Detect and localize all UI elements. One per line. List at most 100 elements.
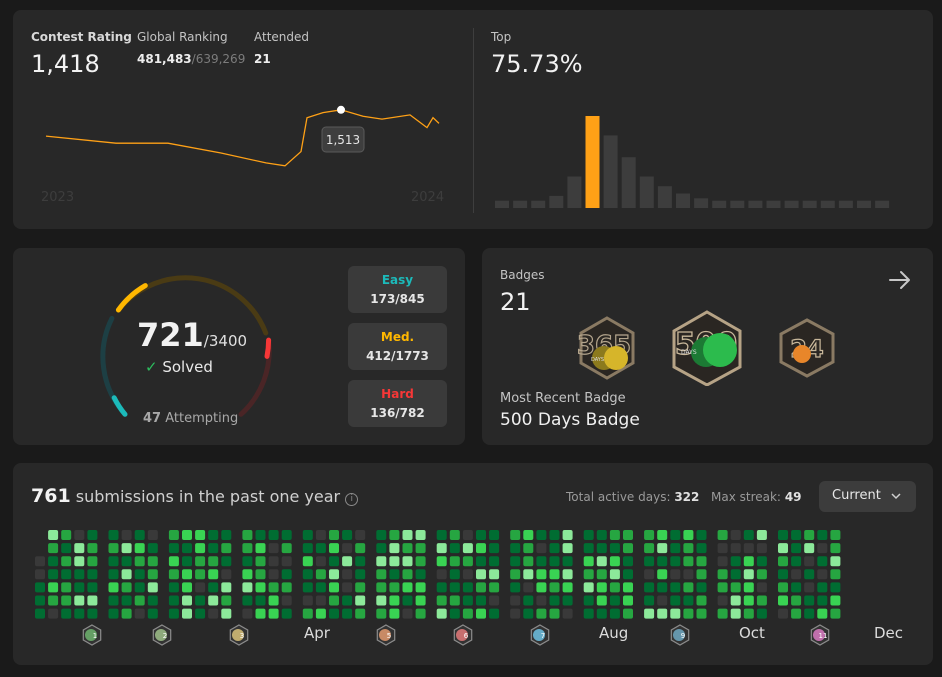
heatmap-cell [562, 543, 573, 554]
submission-heatmap[interactable]: 1 2 3 5 6 7 9 11 [13, 463, 933, 665]
heatmap-cell [523, 556, 534, 567]
heatmap-cell [342, 582, 353, 593]
heatmap-cell [596, 543, 607, 554]
heatmap-cell [583, 543, 594, 554]
year-range-select[interactable]: Current [819, 481, 916, 512]
365-days-badge-icon[interactable]: 365 DAYS [576, 316, 638, 380]
heatmap-cell [108, 530, 119, 540]
heatmap-cell [609, 595, 620, 606]
heatmap-cell [315, 543, 326, 554]
heatmap-cell [315, 608, 326, 619]
heatmap-cell [389, 608, 400, 619]
heatmap-cell [221, 556, 232, 567]
easy-label: Easy [381, 273, 414, 287]
heatmap-cell [415, 595, 426, 606]
heatmap-cell [644, 582, 655, 593]
hard-stat-box[interactable]: Hard 136/782 [348, 380, 447, 427]
heatmap-cell [817, 582, 828, 593]
heatmap-cell [268, 530, 279, 540]
heatmap-cell [549, 530, 560, 540]
top-percent-label: Top [491, 30, 512, 44]
hard-value: 136/782 [370, 406, 425, 420]
heatmap-cell [449, 569, 460, 580]
distribution-bar [657, 186, 672, 208]
heatmap-cell [355, 556, 366, 567]
heatmap-cell [489, 543, 500, 554]
heatmap-cell [147, 595, 158, 606]
500-days-badge-icon[interactable]: 500 DAYS [670, 310, 744, 386]
heatmap-cell [778, 608, 788, 619]
month-badge-number: 7 [541, 632, 545, 640]
month-label-aug: Aug [599, 624, 629, 642]
heatmap-cell [462, 608, 473, 619]
heatmap-cell [134, 556, 145, 567]
heatmap-cell [61, 543, 72, 554]
heatmap-cell [121, 595, 132, 606]
heatmap-cell [268, 543, 279, 554]
heatmap-cell [182, 582, 192, 593]
solved-count: 721/3400 [137, 316, 247, 354]
heatmap-cell [242, 543, 253, 554]
contest-rating-card: Contest Rating 1,418 Global Ranking 481,… [13, 10, 933, 229]
heatmap-cell [302, 530, 313, 540]
heatmap-cell [402, 608, 413, 619]
heatmap-cell [436, 556, 447, 567]
distribution-bar [766, 200, 781, 208]
heatmap-cell [302, 608, 313, 619]
heatmap-cell [623, 582, 633, 593]
rating-history-chart[interactable]: 2023 2024 1,513 [13, 10, 473, 229]
info-icon[interactable]: i [345, 493, 359, 506]
arrow-right-icon[interactable] [887, 268, 913, 292]
heatmap-cell [61, 569, 72, 580]
heatmap-cell [61, 556, 72, 567]
heatmap-cell [402, 530, 413, 540]
heatmap-cell [281, 582, 292, 593]
heatmap-cell [817, 569, 828, 580]
heatmap-cell [510, 595, 521, 606]
heatmap-cell [523, 569, 534, 580]
rating-distribution-chart[interactable] [491, 100, 911, 210]
heatmap-cell [778, 569, 788, 580]
heatmap-cell [644, 530, 655, 540]
distribution-bar [495, 200, 509, 208]
heatmap-cell [449, 543, 460, 554]
heatmap-cell [791, 595, 802, 606]
heatmap-cell [376, 569, 387, 580]
heatmap-cell [255, 582, 266, 593]
heatmap-cell [182, 543, 192, 554]
heatmap-cell [462, 543, 473, 554]
heatmap-cell [756, 556, 767, 567]
heatmap-cell [623, 608, 633, 619]
heatmap-cell [609, 556, 620, 567]
medium-value: 412/1773 [366, 349, 429, 363]
heatmap-cell [281, 595, 292, 606]
heatmap-cell [683, 582, 694, 593]
heatmap-cell [476, 530, 486, 540]
heatmap-cell [121, 608, 132, 619]
heatmap-cell [536, 530, 547, 540]
heatmap-cell [208, 543, 219, 554]
distribution-bar [639, 176, 654, 208]
heatmap-cell [717, 608, 728, 619]
solved-status: ✓ Solved [145, 358, 213, 376]
heatmap-cell [242, 569, 253, 580]
medium-stat-box[interactable]: Med. 412/1773 [348, 323, 447, 370]
heatmap-cell [562, 556, 573, 567]
distribution-bar [857, 200, 871, 208]
heatmap-cell [355, 530, 366, 540]
heatmap-cell [436, 569, 447, 580]
heatmap-cell [74, 569, 85, 580]
heatmap-cell [657, 569, 668, 580]
heatmap-cell [147, 569, 158, 580]
heatmap-cell [730, 556, 741, 567]
badges-label: Badges [500, 268, 545, 282]
heatmap-cell [415, 582, 426, 593]
easy-stat-box[interactable]: Easy 173/845 [348, 266, 447, 313]
distribution-bar [712, 200, 727, 208]
heatmap-cell [268, 595, 279, 606]
2024-badge-icon[interactable]: 24 [778, 318, 836, 378]
heatmap-cell [195, 608, 206, 619]
heatmap-cell [562, 569, 573, 580]
heatmap-cell [195, 530, 206, 540]
heatmap-cell [644, 569, 655, 580]
